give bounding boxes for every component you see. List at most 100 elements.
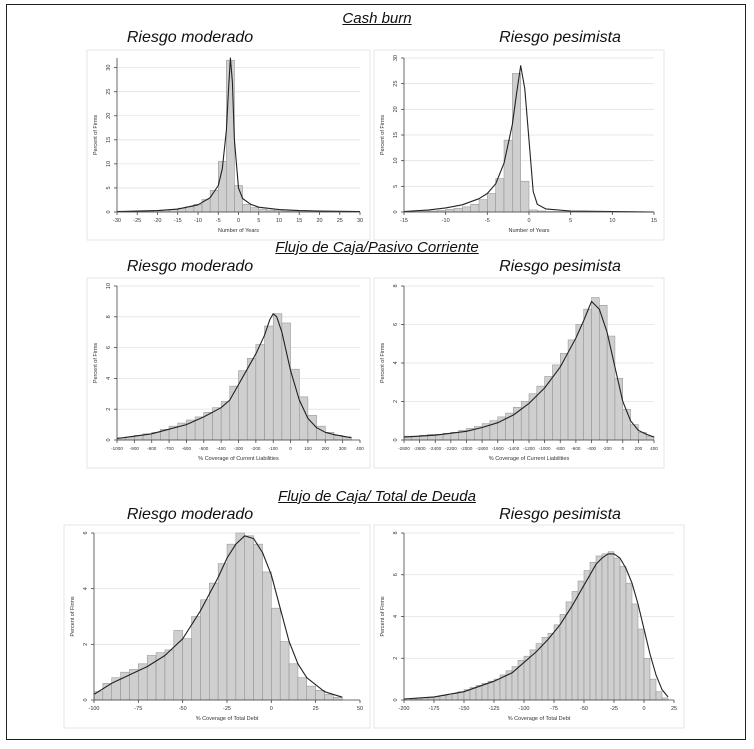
y-tick-label: 6 xyxy=(393,323,399,326)
histogram-bar xyxy=(200,599,210,701)
histogram-bar xyxy=(601,553,609,701)
x-tick-label: 5 xyxy=(569,218,572,224)
histogram-bar xyxy=(495,178,505,213)
histogram-bar xyxy=(630,424,639,441)
histogram-bar xyxy=(591,297,600,441)
x-tick-label: -1600 xyxy=(492,446,504,451)
x-tick-label: 200 xyxy=(635,446,643,451)
histogram-bar xyxy=(470,204,480,213)
x-tick-label: -25 xyxy=(610,706,618,712)
x-tick-label: 5 xyxy=(257,218,260,224)
histogram-bar xyxy=(234,185,243,213)
histogram-bar xyxy=(191,616,201,701)
x-tick-label: 0 xyxy=(270,706,273,712)
histogram-bar xyxy=(535,643,543,701)
histogram-bar xyxy=(583,570,591,701)
y-tick-label: 15 xyxy=(106,137,112,143)
x-tick-label: -5 xyxy=(485,218,490,224)
x-tick-label: -1400 xyxy=(508,446,520,451)
histogram-bar xyxy=(613,557,621,701)
histogram-bar xyxy=(565,601,573,701)
x-tick-label: -100 xyxy=(269,446,279,451)
histogram-bar xyxy=(297,677,308,701)
histogram-bar xyxy=(290,368,300,441)
density-curve xyxy=(116,313,352,440)
y-tick-label: 15 xyxy=(393,132,399,138)
histogram-bar xyxy=(238,370,248,441)
histogram-bar xyxy=(503,139,513,213)
histogram-bar xyxy=(164,649,175,701)
y-tick-label: 0 xyxy=(393,210,399,213)
histogram-bar xyxy=(528,393,538,441)
histogram-bar xyxy=(182,638,192,701)
histogram-bar xyxy=(607,551,615,701)
histogram-bar xyxy=(333,696,343,701)
y-tick-label: 2 xyxy=(393,657,399,660)
histogram-bar xyxy=(541,637,549,701)
y-tick-label: 10 xyxy=(106,161,112,167)
x-tick-label: -600 xyxy=(182,446,192,451)
histogram-bar xyxy=(547,632,555,701)
panel-title-1-pessimistic: Riesgo pesimista xyxy=(499,29,621,46)
histogram-bar xyxy=(614,378,623,441)
histogram-bar xyxy=(571,591,579,701)
histogram-bar xyxy=(433,696,441,701)
histogram-bar xyxy=(209,582,219,701)
y-tick-label: 5 xyxy=(106,186,112,189)
histogram-bar xyxy=(499,674,507,701)
panel-title-2-pessimistic: Riesgo pesimista xyxy=(499,258,621,275)
y-axis-label: Percent of Firms xyxy=(380,115,386,156)
histogram-bar xyxy=(577,580,585,701)
y-axis-label: Percent of Firms xyxy=(380,596,386,637)
density-curve xyxy=(93,535,343,698)
x-axis-label: Number of Years xyxy=(218,228,259,234)
y-tick-label: 8 xyxy=(106,315,112,318)
x-tick-label: -200 xyxy=(603,446,613,451)
y-tick-label: 20 xyxy=(106,113,112,119)
histogram-bar xyxy=(560,353,569,441)
y-tick-label: 4 xyxy=(106,377,112,380)
x-tick-label: -175 xyxy=(428,706,439,712)
x-tick-label: 0 xyxy=(527,218,530,224)
x-tick-label: 25 xyxy=(313,706,319,712)
histogram-bar xyxy=(229,385,239,441)
x-tick-label: -2800 xyxy=(398,446,410,451)
y-axis-label: Percent of Firms xyxy=(93,115,99,156)
x-axis-label: Number of Years xyxy=(509,228,550,234)
section-title-flujo-deuda: Flujo de Caja/ Total de Deuda xyxy=(278,488,476,505)
histogram-bar xyxy=(520,401,530,441)
x-tick-label: 10 xyxy=(609,218,615,224)
y-axis-label: Percent of Firms xyxy=(70,596,76,637)
x-tick-label: 200 xyxy=(321,446,329,451)
x-tick-label: -2200 xyxy=(445,446,457,451)
histogram-bar xyxy=(493,678,501,701)
x-tick-label: -5 xyxy=(216,218,221,224)
histogram-bar xyxy=(553,624,561,701)
histogram-bar xyxy=(487,680,495,701)
x-tick-label: -30 xyxy=(113,218,121,224)
x-axis-label: % Coverage of Current Liabilities xyxy=(198,456,279,462)
histogram-bar xyxy=(258,208,268,213)
x-tick-label: 300 xyxy=(339,446,347,451)
histogram-bar xyxy=(445,695,453,701)
histogram-bar xyxy=(226,543,237,701)
histogram-bar xyxy=(567,339,577,441)
y-tick-label: 10 xyxy=(106,283,112,289)
x-tick-label: -300 xyxy=(234,446,244,451)
histogram-bar xyxy=(631,603,639,701)
histogram-bar xyxy=(643,658,651,701)
y-tick-label: 4 xyxy=(393,361,399,364)
histogram-bar xyxy=(217,563,228,701)
histogram-bar xyxy=(93,691,104,701)
x-tick-label: -1000 xyxy=(539,446,551,451)
histogram-bar xyxy=(272,313,283,441)
x-axis-label: % Coverage of Total Debt xyxy=(508,716,571,722)
histogram-bar xyxy=(575,324,584,441)
histogram-bar xyxy=(487,193,496,213)
histogram-bar xyxy=(120,671,130,701)
x-tick-label: 0 xyxy=(237,218,240,224)
y-tick-label: 2 xyxy=(393,400,399,403)
x-tick-label: 0 xyxy=(642,706,645,712)
